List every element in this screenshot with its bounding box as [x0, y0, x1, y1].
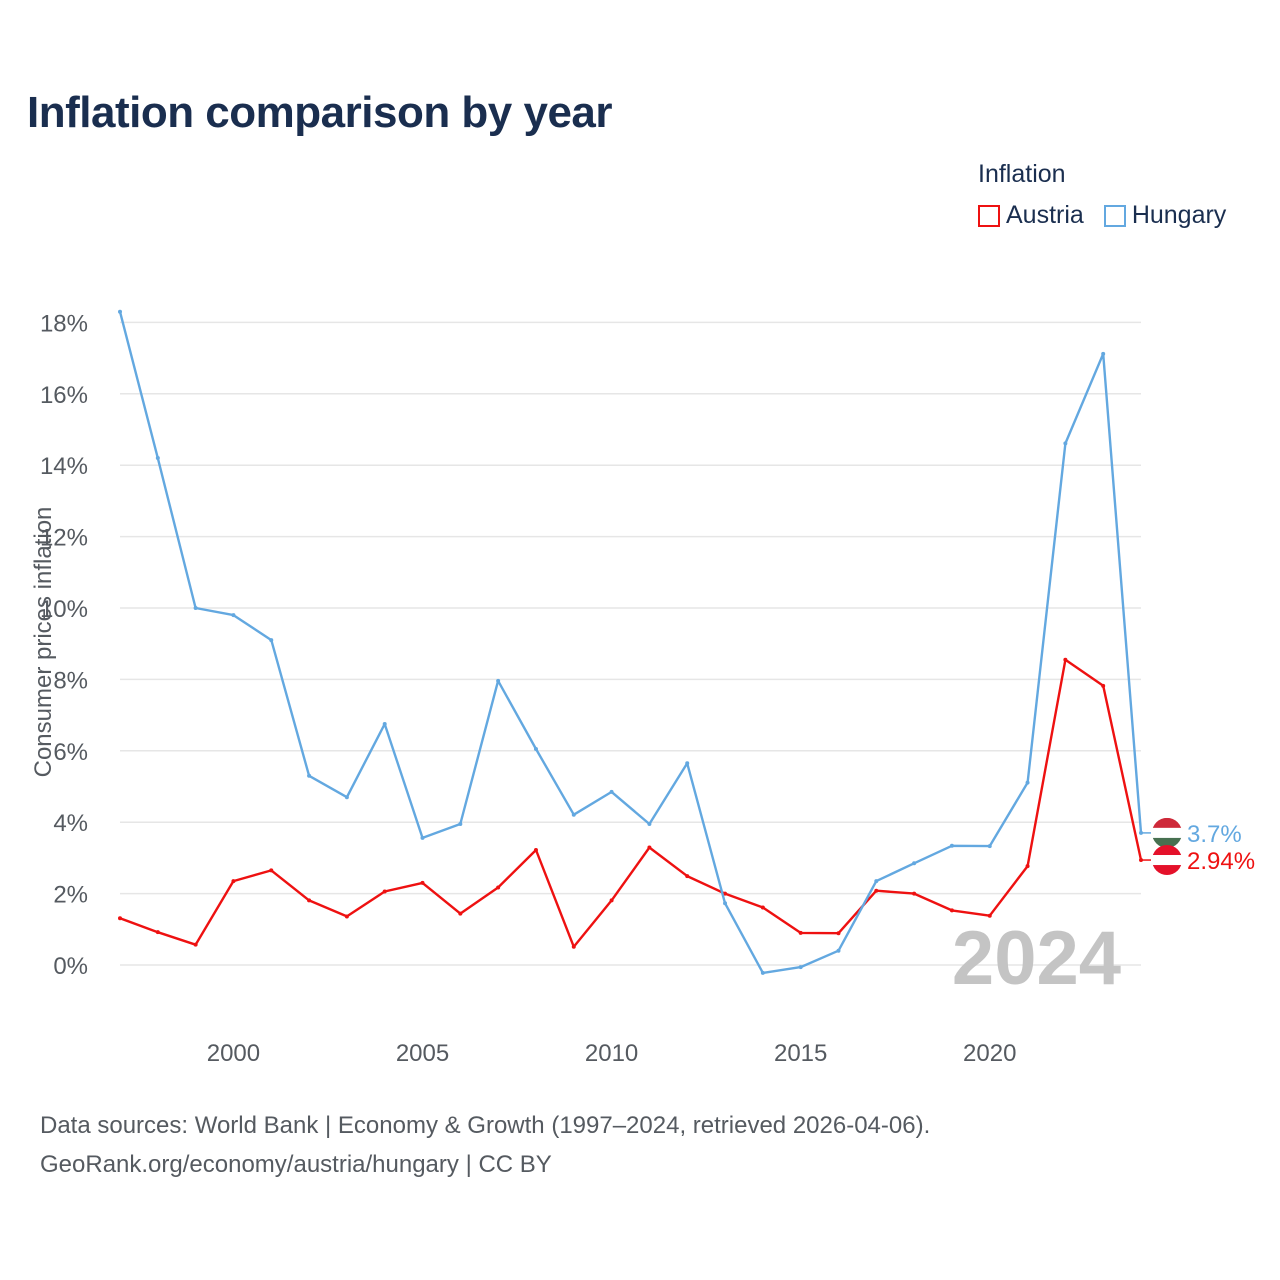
line-chart: 0%2%4%6%8%10%12%14%16%18% 2000 2005 2010 20…	[30, 309, 1255, 1067]
data-point-austria	[382, 889, 387, 894]
data-point-hungary	[382, 722, 387, 727]
legend: Inflation Austria Hungary	[978, 160, 1226, 230]
data-point-austria	[193, 942, 198, 947]
y-tick-label: 0%	[53, 953, 88, 980]
data-point-austria	[307, 898, 312, 903]
year-watermark: 2024	[952, 916, 1121, 1001]
hungary-flag-icon	[1152, 817, 1182, 848]
y-tick-label: 6%	[53, 739, 88, 766]
legend-swatch-austria	[978, 204, 1000, 227]
data-point-hungary	[118, 309, 122, 314]
x-tick-label: 2005	[396, 1040, 449, 1067]
data-point-hungary	[231, 613, 236, 618]
legend-item-hungary[interactable]: Hungary	[1103, 201, 1227, 230]
data-point-austria	[685, 874, 690, 879]
x-axis-ticks: 2000 2005 2010 2015 2020	[207, 1040, 1017, 1067]
data-point-austria	[231, 879, 236, 884]
data-point-austria	[874, 888, 879, 893]
data-point-austria	[987, 913, 992, 918]
data-point-austria	[344, 914, 349, 919]
data-point-hungary	[307, 773, 312, 778]
data-point-austria	[798, 930, 803, 935]
data-point-austria	[118, 916, 122, 921]
data-point-hungary	[987, 844, 992, 849]
data-point-austria	[533, 848, 538, 853]
end-label-austria: 2.94%	[1187, 848, 1255, 875]
x-tick-label: 2000	[207, 1040, 260, 1067]
source-note: Data sources: World Bank | Economy & Gro…	[40, 1106, 930, 1184]
data-point-hungary	[874, 879, 879, 884]
y-axis-label: Consumer prices inflation	[30, 507, 57, 778]
y-tick-label: 8%	[53, 667, 88, 694]
data-point-austria	[723, 891, 728, 896]
data-point-hungary	[1063, 441, 1068, 446]
data-point-austria	[1101, 683, 1106, 688]
y-tick-label: 10%	[40, 596, 88, 623]
data-point-hungary	[420, 835, 425, 840]
austria-flag-icon	[1152, 845, 1182, 876]
legend-title: Inflation	[978, 160, 1066, 188]
x-tick-label: 2015	[774, 1040, 827, 1067]
data-point-austria	[458, 911, 463, 916]
end-labels: 2.94%3.7%	[1141, 817, 1255, 876]
data-point-austria	[836, 931, 841, 936]
data-point-austria	[1063, 657, 1068, 662]
page-title: Inflation comparison by year	[27, 88, 613, 137]
data-point-austria	[571, 944, 576, 949]
y-tick-label: 12%	[40, 525, 88, 552]
data-point-hungary	[533, 747, 538, 752]
data-point-hungary	[760, 970, 765, 975]
data-point-hungary	[269, 638, 274, 643]
data-point-austria	[609, 898, 614, 903]
data-point-hungary	[949, 843, 954, 848]
data-point-austria	[949, 908, 954, 913]
legend-item-austria[interactable]: Austria	[978, 201, 1084, 230]
data-point-hungary	[836, 948, 841, 953]
data-point-hungary	[1025, 780, 1030, 785]
y-tick-label: 2%	[53, 882, 88, 909]
grid-lines	[120, 321, 1141, 966]
data-point-hungary	[496, 678, 501, 683]
y-tick-label: 18%	[40, 310, 88, 337]
legend-label-austria: Austria	[1006, 201, 1084, 229]
data-point-austria	[760, 905, 765, 910]
y-tick-label: 16%	[40, 382, 88, 409]
data-point-austria	[496, 885, 501, 890]
end-label-hungary: 3.7%	[1187, 821, 1242, 848]
data-point-hungary	[912, 861, 917, 866]
data-point-austria	[269, 868, 274, 873]
x-tick-label: 2010	[585, 1040, 638, 1067]
data-point-hungary	[798, 965, 803, 970]
license-line: GeoRank.org/economy/austria/hungary | CC…	[40, 1151, 552, 1178]
data-point-hungary	[685, 761, 690, 766]
data-point-austria	[1025, 864, 1030, 869]
data-point-hungary	[458, 821, 463, 826]
source-line: Data sources: World Bank | Economy & Gro…	[40, 1112, 931, 1139]
data-point-hungary	[571, 812, 576, 817]
data-point-hungary	[609, 789, 614, 794]
data-point-hungary	[344, 795, 349, 800]
data-point-hungary	[723, 901, 728, 906]
data-point-austria	[155, 930, 160, 935]
legend-swatch-hungary	[1103, 204, 1126, 227]
x-tick-label: 2020	[963, 1040, 1016, 1067]
series-lines	[118, 309, 1143, 975]
data-point-austria	[420, 880, 425, 885]
y-axis-ticks: 0% 2% 4% 6% 8% 10% 12% 14% 16% 18%	[40, 310, 88, 980]
data-point-austria	[912, 891, 917, 896]
y-tick-label: 4%	[53, 810, 88, 837]
series-line-austria	[119, 658, 1143, 948]
data-point-hungary	[155, 456, 160, 461]
data-point-hungary	[647, 821, 652, 826]
y-tick-label: 14%	[40, 453, 88, 480]
series-line-hungary	[118, 311, 1143, 975]
data-point-hungary	[193, 606, 198, 610]
legend-label-hungary: Hungary	[1131, 201, 1227, 229]
data-point-austria	[647, 845, 652, 850]
data-point-hungary	[1101, 351, 1106, 356]
